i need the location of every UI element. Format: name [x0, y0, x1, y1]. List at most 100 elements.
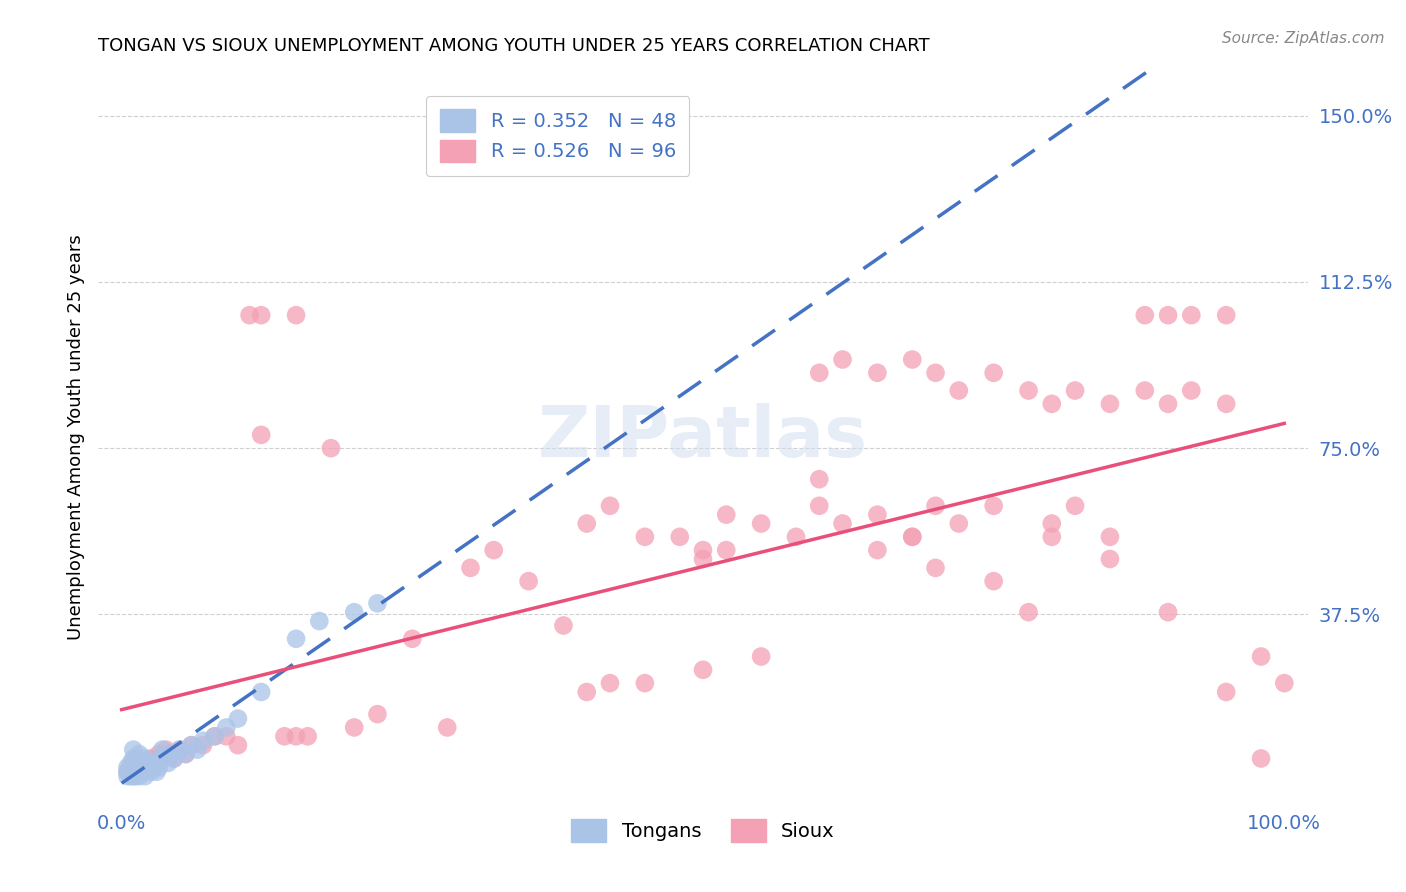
Point: [186, 742, 208, 756]
Point: [599, 499, 621, 513]
Point: [1180, 308, 1202, 322]
Point: [117, 764, 139, 779]
Point: [226, 712, 249, 726]
Point: [482, 543, 505, 558]
Point: [163, 751, 186, 765]
Point: [139, 756, 162, 770]
Point: [174, 747, 197, 761]
Point: [831, 352, 853, 367]
Point: [117, 769, 139, 783]
Point: [1157, 308, 1180, 322]
Point: [1040, 516, 1063, 531]
Point: [139, 764, 162, 779]
Point: [716, 543, 738, 558]
Point: [1215, 685, 1237, 699]
Point: [128, 747, 150, 761]
Point: [808, 499, 831, 513]
Point: [117, 764, 139, 779]
Point: [668, 530, 690, 544]
Point: [150, 751, 173, 765]
Point: [634, 530, 657, 544]
Point: [136, 760, 159, 774]
Point: [1064, 499, 1087, 513]
Point: [517, 574, 540, 589]
Point: [145, 756, 167, 770]
Point: [128, 769, 150, 783]
Point: [191, 733, 214, 747]
Point: [366, 596, 388, 610]
Point: [169, 742, 191, 756]
Point: [239, 308, 262, 322]
Point: [120, 764, 142, 779]
Point: [250, 685, 273, 699]
Point: [1250, 649, 1272, 664]
Point: [285, 308, 308, 322]
Point: [134, 751, 156, 765]
Point: [148, 747, 170, 761]
Text: ZIPatlas: ZIPatlas: [538, 402, 868, 472]
Point: [1157, 605, 1180, 619]
Point: [1180, 384, 1202, 398]
Point: [124, 756, 146, 770]
Point: [145, 751, 167, 765]
Point: [285, 729, 308, 743]
Point: [122, 760, 145, 774]
Point: [157, 747, 180, 761]
Point: [901, 530, 924, 544]
Point: [122, 764, 145, 779]
Point: [599, 676, 621, 690]
Point: [122, 742, 145, 756]
Point: [1018, 605, 1040, 619]
Y-axis label: Unemployment Among Youth under 25 years: Unemployment Among Youth under 25 years: [66, 235, 84, 640]
Point: [250, 428, 273, 442]
Point: [749, 649, 772, 664]
Point: [983, 574, 1005, 589]
Point: [983, 499, 1005, 513]
Point: [131, 764, 153, 779]
Point: [134, 756, 156, 770]
Point: [131, 760, 153, 774]
Point: [1040, 530, 1063, 544]
Point: [1133, 308, 1156, 322]
Point: [122, 764, 145, 779]
Point: [215, 729, 238, 743]
Point: [575, 516, 598, 531]
Point: [180, 738, 202, 752]
Point: [120, 769, 142, 783]
Point: [343, 721, 366, 735]
Point: [148, 760, 170, 774]
Point: [157, 747, 180, 761]
Point: [180, 738, 202, 752]
Point: [692, 552, 714, 566]
Point: [866, 508, 889, 522]
Point: [128, 764, 150, 779]
Point: [319, 441, 342, 455]
Legend: Tongans, Sioux: Tongans, Sioux: [561, 810, 845, 852]
Point: [128, 760, 150, 774]
Point: [924, 561, 946, 575]
Point: [343, 605, 366, 619]
Point: [831, 516, 853, 531]
Point: [1064, 384, 1087, 398]
Point: [155, 742, 177, 756]
Point: [143, 760, 166, 774]
Point: [285, 632, 308, 646]
Point: [150, 751, 173, 765]
Point: [150, 742, 173, 756]
Text: Source: ZipAtlas.com: Source: ZipAtlas.com: [1222, 31, 1385, 46]
Point: [1215, 308, 1237, 322]
Point: [169, 742, 191, 756]
Point: [983, 366, 1005, 380]
Point: [134, 760, 156, 774]
Point: [460, 561, 482, 575]
Point: [1018, 384, 1040, 398]
Point: [436, 721, 458, 735]
Point: [692, 543, 714, 558]
Point: [215, 721, 238, 735]
Point: [136, 760, 159, 774]
Point: [692, 663, 714, 677]
Point: [117, 760, 139, 774]
Point: [250, 308, 273, 322]
Point: [808, 472, 831, 486]
Point: [749, 516, 772, 531]
